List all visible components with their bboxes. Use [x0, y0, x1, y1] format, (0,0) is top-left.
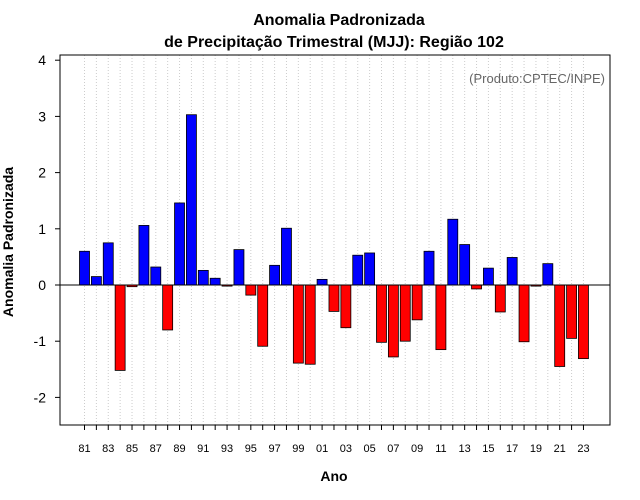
x-tick-label: 95	[245, 443, 257, 455]
grid-lines	[84, 55, 584, 425]
bar-1997	[269, 264, 280, 286]
x-tick-label: 03	[340, 443, 352, 455]
bar-1988	[162, 284, 174, 331]
bar-2003	[340, 284, 352, 329]
bar-2011	[435, 284, 447, 351]
chart-title: Anomalia Padronizada	[253, 12, 425, 29]
y-tick-label: -1	[34, 333, 47, 349]
x-tick-label: 91	[197, 443, 209, 455]
x-tick-label: 21	[554, 443, 566, 455]
bar-1990	[186, 114, 197, 286]
x-tick-label: 93	[221, 443, 233, 455]
bar-2014	[471, 284, 482, 290]
x-tick-label: 23	[577, 443, 589, 455]
bar-2022	[566, 284, 577, 339]
y-tick-label: 2	[38, 165, 46, 181]
bar-2012	[447, 218, 459, 286]
x-tick-label: 01	[316, 443, 328, 455]
x-tick-label: 11	[435, 443, 446, 455]
bar-2016	[494, 284, 506, 313]
bar-2001	[316, 278, 328, 286]
bar-2020	[542, 263, 554, 286]
bar-2005	[364, 252, 376, 286]
bar-2006	[376, 284, 387, 343]
bar-2015	[483, 267, 494, 286]
x-tick-label: 15	[482, 443, 494, 455]
y-tick-label: 0	[38, 277, 46, 293]
bar-1984	[114, 284, 126, 371]
bar-2021	[554, 284, 566, 367]
bar-1998	[281, 227, 292, 286]
x-tick-label: 97	[268, 443, 280, 455]
bar-2018	[518, 284, 530, 343]
x-tick-label: 05	[363, 443, 375, 455]
y-tick-label: -2	[34, 389, 47, 405]
x-tick-label: 99	[292, 443, 304, 455]
bar-2004	[352, 254, 364, 286]
x-tick-label: 09	[411, 443, 423, 455]
bar-1987	[150, 266, 162, 286]
bar-1986	[138, 225, 150, 286]
bar-2007	[387, 284, 399, 358]
bar-2013	[459, 244, 471, 286]
bar-1991	[197, 269, 209, 286]
x-tick-label: 17	[506, 443, 518, 455]
bar-2008	[399, 284, 411, 342]
bar-2009	[411, 284, 423, 321]
bar-1999	[292, 284, 304, 364]
bar-1992	[209, 277, 221, 286]
bar-2023	[578, 284, 589, 360]
x-tick-label: 07	[387, 443, 399, 455]
x-tick-label: 13	[459, 443, 471, 455]
credit-text: (Produto:CPTEC/INPE)	[469, 71, 605, 86]
bar-1981	[79, 250, 90, 286]
x-tick-label: 89	[173, 443, 185, 455]
y-tick-label: 1	[38, 221, 46, 237]
x-tick-label: 85	[126, 443, 138, 455]
bar-2002	[328, 284, 340, 312]
chart-subtitle: de Precipitação Trimestral (MJJ): Região…	[164, 34, 504, 51]
x-tick-label: 19	[530, 443, 542, 455]
y-axis-label: Anomalia Padronizada	[0, 167, 16, 317]
y-tick-label: 4	[38, 52, 46, 68]
bar-1994	[233, 249, 245, 286]
x-tick-label: 83	[102, 443, 114, 455]
x-tick-label: 81	[78, 443, 90, 455]
bar-1989	[174, 202, 185, 286]
bar-2000	[304, 284, 316, 365]
bar-1983	[102, 242, 114, 286]
x-tick-label: 87	[150, 443, 162, 455]
bar-1995	[245, 284, 257, 296]
y-axis: -2 -1 0 1 2 3 4	[34, 52, 60, 405]
x-axis: 81 83 85 87 89 91 93 95 97 99 01 03 05 07 09 11 13 15 17 19…	[78, 425, 590, 455]
bar-1996	[257, 284, 269, 347]
bar-2010	[423, 250, 435, 286]
y-tick-label: 3	[38, 108, 46, 124]
bars	[79, 114, 589, 371]
bar-2017	[506, 257, 518, 286]
x-axis-label: Ano	[320, 468, 347, 484]
plot-frame	[59, 54, 611, 426]
bar-1982	[90, 276, 102, 286]
